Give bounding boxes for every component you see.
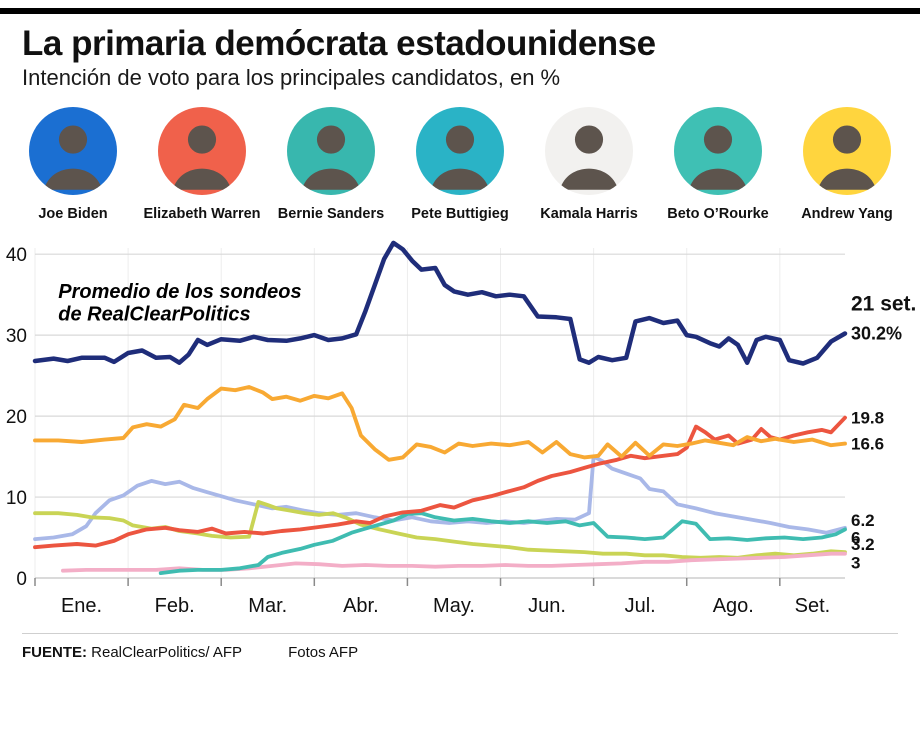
date-label: 21 set.	[851, 292, 916, 315]
chart-wrap: 0 10 20 30 40 Ene. Feb. Mar. Abr. May. Jun. Jul. Ago…	[0, 226, 920, 631]
avatar	[416, 106, 504, 195]
candidate: Andrew Yang	[786, 106, 908, 222]
candidate-name: Beto O’Rourke	[667, 205, 769, 222]
x-axis-label: Abr.	[343, 595, 379, 617]
person-icon	[430, 125, 490, 190]
value-label-kamala-harris: 6.2	[851, 511, 875, 530]
candidate: Bernie Sanders	[270, 106, 392, 222]
candidate-name: Andrew Yang	[801, 205, 893, 222]
footer: FUENTE: RealClearPolitics/ AFP Fotos AFP	[0, 632, 920, 661]
x-axis-label: Ene.	[61, 595, 102, 617]
candidate-name: Joe Biden	[38, 205, 108, 222]
value-label-joe-biden: 30.2%	[851, 323, 902, 343]
chart-annotation: Promedio de los sondeos	[58, 281, 301, 303]
candidate: Beto O’Rourke	[657, 106, 779, 222]
avatar	[287, 106, 375, 195]
person-icon	[43, 125, 103, 190]
value-label-beto-o-rourke: 3.2	[851, 535, 875, 554]
y-axis-label: 20	[6, 407, 27, 428]
x-axis-label: Jul.	[625, 595, 656, 617]
x-axis-label: Feb.	[155, 595, 195, 617]
page-title: La primaria demócrata estadounidense	[22, 24, 656, 63]
page-subtitle: Intención de voto para los principales c…	[22, 64, 561, 90]
avatar	[803, 106, 891, 195]
value-label-pete-buttigieg: 6	[851, 528, 860, 547]
person-icon	[172, 125, 232, 190]
y-axis-label: 10	[6, 488, 27, 509]
series-line-pete-buttigieg	[158, 511, 847, 575]
top-rule	[0, 8, 920, 14]
candidate: Pete Buttigieg	[399, 106, 521, 222]
value-label-elizabeth-warren: 19.8	[851, 408, 884, 427]
header: La primaria demócrata estadounidense Int…	[0, 24, 920, 91]
candidates-row: Joe Biden Elizabeth Warren Bernie Sanders P…	[0, 91, 920, 222]
value-label-bernie-sanders: 16.6	[851, 434, 884, 453]
value-label-andrew-yang: 3	[851, 553, 860, 572]
candidate: Kamala Harris	[528, 106, 650, 222]
person-icon	[559, 125, 619, 190]
series-line-kamala-harris	[33, 454, 847, 541]
y-axis-label: 0	[16, 569, 27, 590]
candidate-name: Elizabeth Warren	[143, 205, 261, 222]
person-icon	[688, 125, 748, 190]
candidate: Joe Biden	[12, 106, 134, 222]
avatar	[674, 106, 762, 195]
source-label: FUENTE:	[22, 643, 87, 661]
candidate: Elizabeth Warren	[141, 106, 263, 222]
x-axis-label: Mar.	[248, 595, 287, 617]
avatar	[545, 106, 633, 195]
candidate-name: Bernie Sanders	[277, 205, 385, 222]
avatar	[158, 106, 246, 195]
y-axis-label: 30	[6, 326, 27, 347]
person-icon	[301, 125, 361, 190]
y-axis-label: 40	[6, 245, 27, 266]
chart-annotation: de RealClearPolitics	[58, 303, 250, 325]
person-icon	[817, 125, 877, 190]
footer-rule	[22, 632, 898, 634]
x-axis-label: May.	[433, 595, 475, 617]
x-axis-label: Jun.	[528, 595, 566, 617]
series-line-joe-biden	[32, 240, 848, 366]
photos-credit: Fotos AFP	[288, 643, 359, 661]
avatar	[29, 106, 117, 195]
x-axis-label: Ago.	[713, 595, 754, 617]
x-axis-label: Set.	[795, 595, 831, 617]
source-text: RealClearPolitics/ AFP	[87, 643, 243, 661]
candidate-name: Pete Buttigieg	[411, 205, 509, 222]
poll-chart: 0 10 20 30 40 Ene. Feb. Mar. Abr. May. Jun. Jul. Ago…	[6, 240, 916, 617]
source-line: FUENTE: RealClearPolitics/ AFP Fotos AFP	[22, 644, 898, 661]
candidate-name: Kamala Harris	[540, 205, 638, 222]
series-line-bernie-sanders	[33, 384, 847, 462]
